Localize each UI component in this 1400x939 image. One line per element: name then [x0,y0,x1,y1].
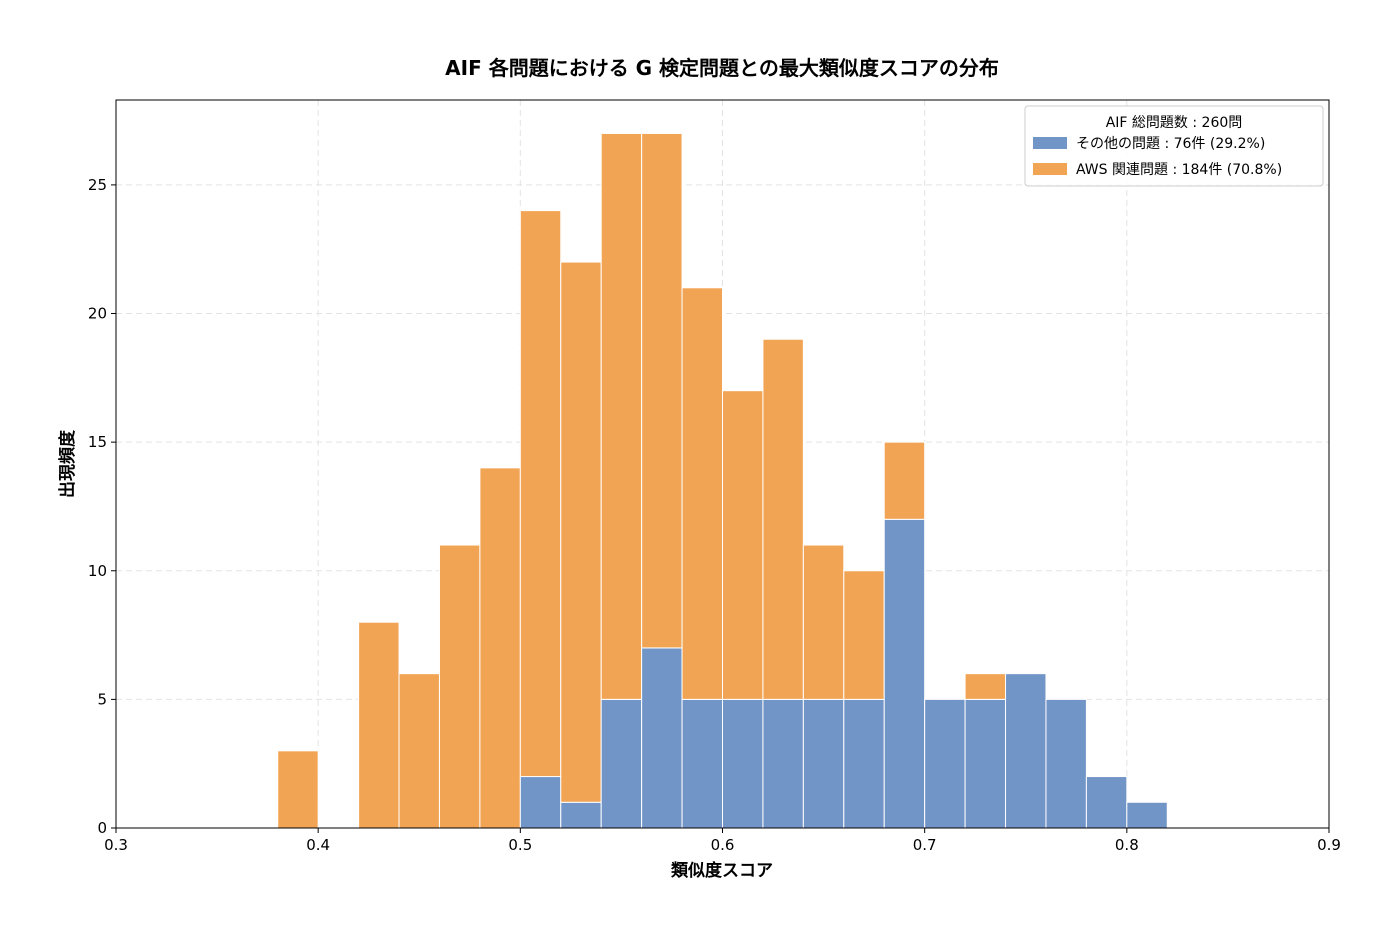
legend-swatch-aws [1033,163,1067,175]
x-tick-label: 0.5 [508,836,532,854]
y-axis-title: 出現頻度 [57,429,78,498]
x-tick-label: 0.9 [1317,836,1341,854]
legend-label-aws: AWS 関連問題 : 184件 (70.8%) [1076,162,1282,178]
bar-other [519,776,562,829]
bar-other [1085,776,1128,829]
y-tick-label: 25 [88,176,107,194]
x-tick-label: 0.4 [306,836,330,854]
bar-aws [358,621,400,829]
legend: AIF 総問題数 : 260問 その他の問題 : 76件 (29.2%) AWS… [1024,105,1324,187]
bar-aws [479,467,521,829]
legend-swatch-other [1033,137,1067,149]
bar-aws [802,544,845,700]
bars [277,132,1168,829]
bar-aws [681,287,723,700]
bar-aws [560,261,602,803]
bar-aws [762,338,804,700]
bar-other [600,698,643,829]
bar-other [722,698,764,829]
bar-aws [722,390,764,700]
legend-title: AIF 総問題数 : 260問 [1106,115,1243,131]
bar-other [1126,801,1168,829]
y-tick-label: 20 [88,305,107,323]
legend-box [1024,105,1324,187]
bar-aws [600,132,643,700]
y-tick-label: 10 [88,562,107,580]
x-tick-label: 0.6 [711,836,735,854]
bar-aws [398,673,440,829]
x-tick-label: 0.3 [104,836,128,854]
bar-aws [641,132,683,649]
bar-other [641,647,683,829]
x-axis-title: 類似度スコア [670,860,773,881]
bar-other [843,698,885,829]
bar-other [560,801,602,829]
bar-aws [883,441,926,520]
bar-other [1045,698,1087,829]
bar-other [924,698,966,829]
bar-other [883,518,926,829]
bar-other [964,698,1007,829]
y-tick-label: 15 [88,433,107,451]
x-tick-label: 0.7 [913,836,937,854]
bar-other [681,698,723,829]
bar-other [762,698,804,829]
legend-label-other: その他の問題 : 76件 (29.2%) [1076,136,1265,152]
bar-aws [519,210,562,778]
bar-other [802,698,845,829]
x-tick-label: 0.8 [1115,836,1139,854]
bar-aws [438,544,481,829]
axes: 0.3 0.4 0.5 0.6 0.7 0.8 0.9 0 5 10 15 20 25 [88,176,1341,854]
bar-aws [843,570,885,700]
bar-aws [277,750,319,829]
bar-aws [964,673,1007,700]
y-tick-label: 0 [97,819,107,837]
bar-other [1005,673,1047,829]
chart-title: AIF 各問題における G 検定問題との最大類似度スコアの分布 [445,56,999,80]
y-tick-label: 5 [97,690,107,708]
